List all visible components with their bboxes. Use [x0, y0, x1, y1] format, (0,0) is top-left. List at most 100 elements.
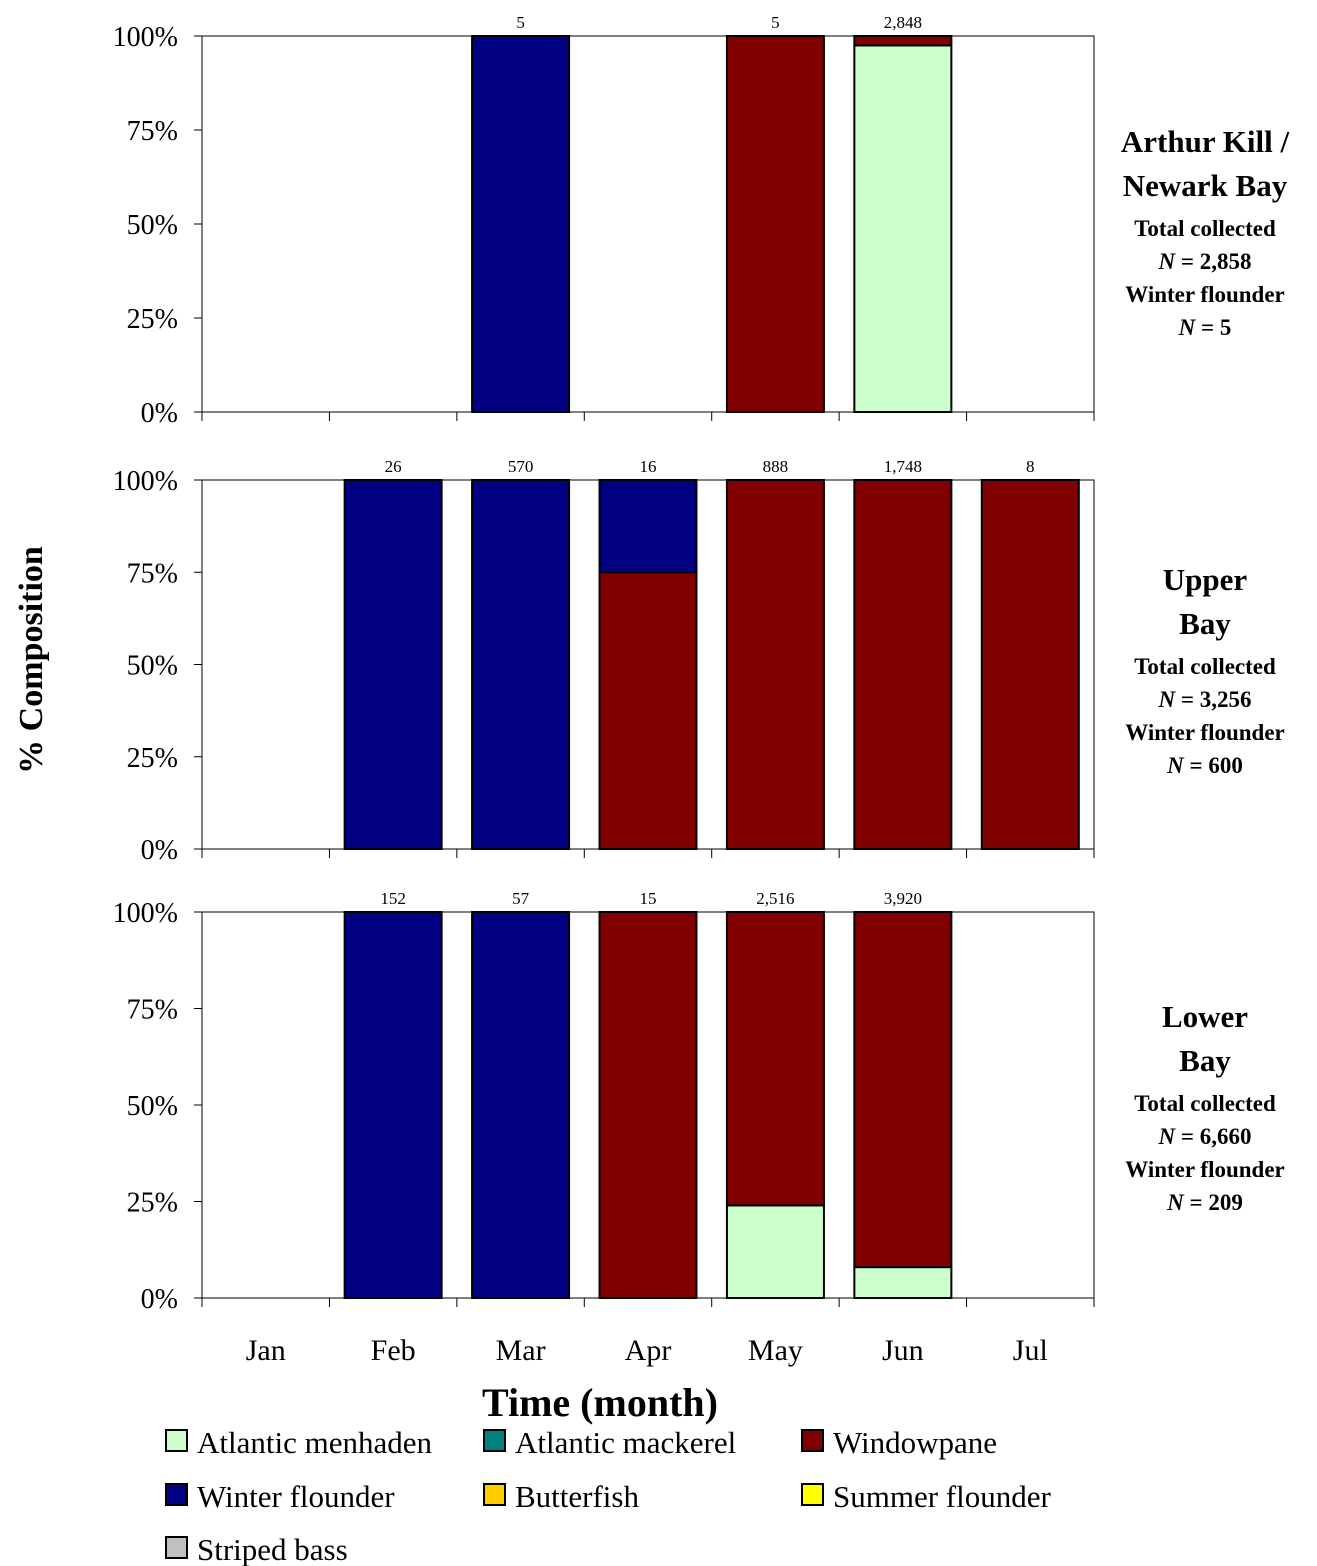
x-axis-title: Time (month) [482, 1380, 718, 1425]
legend-label: Striped bass [197, 1532, 348, 1566]
legend-swatch [483, 1429, 506, 1452]
legend-item: Atlantic menhaden [165, 1425, 432, 1460]
bar-segment [725, 911, 825, 1207]
total-collected-label: Total collected [1134, 1091, 1276, 1116]
legend-label: Butterfish [515, 1479, 639, 1514]
region-title-line: Newark Bay [1123, 168, 1288, 203]
bar-count-label: 2,848 [884, 13, 922, 32]
bar-count-label: 8 [1026, 457, 1035, 476]
legend-swatch [165, 1483, 188, 1506]
winter-flounder-label: Winter flounder [1125, 1157, 1285, 1182]
y-tick-label: 25% [127, 1188, 178, 1219]
y-tick-label: 25% [127, 743, 178, 774]
total-collected-label: Total collected [1134, 216, 1276, 241]
legend-label: Atlantic menhaden [197, 1425, 432, 1460]
bar-count-label: 152 [380, 889, 406, 908]
bar-segment [471, 911, 571, 1299]
legend-item: Winter flounder [165, 1479, 395, 1514]
legend-swatch [801, 1429, 824, 1452]
y-axis-title: % Composition [13, 546, 50, 774]
winter-flounder-n: N = 5 [1178, 315, 1232, 340]
bar-segment [853, 44, 953, 414]
legend-label: Summer flounder [833, 1479, 1051, 1514]
bar-count-label: 3,920 [884, 889, 922, 908]
bar-segment [725, 35, 825, 413]
y-tick-label: 0% [141, 1284, 178, 1315]
legend-swatch [801, 1483, 824, 1506]
bar-segment [343, 911, 443, 1299]
bar-segment [853, 1266, 953, 1299]
region-title-line: Upper [1163, 562, 1248, 597]
total-n: N = 3,256 [1158, 687, 1252, 712]
bar-count-label: 2,516 [756, 889, 794, 908]
legend-label: Winter flounder [197, 1479, 395, 1514]
bar-segment [471, 479, 571, 850]
bar-segment [598, 911, 698, 1299]
bar-segment [853, 35, 953, 47]
legend-swatch [165, 1536, 188, 1559]
y-tick-label: 75% [127, 558, 178, 589]
bar-segment [598, 479, 698, 574]
legend-swatch [483, 1483, 506, 1506]
bar-segment [598, 571, 698, 850]
bar-count-label: 16 [640, 457, 657, 476]
y-tick-label: 50% [127, 210, 178, 241]
x-tick-label: Jul [1013, 1334, 1048, 1367]
panel-3: 0% 25% 50% 75% 100% 152 57 15 2,516 3,920 Lower Bay… [113, 889, 1285, 1315]
x-tick-label: Mar [496, 1334, 546, 1367]
region-title-line: Arthur Kill / [1121, 124, 1290, 159]
y-tick-label: 50% [127, 1091, 178, 1122]
legend-item: Windowpane [801, 1425, 997, 1460]
bar-segment [471, 35, 571, 413]
y-tick-label: 25% [127, 304, 178, 335]
legend-item: Butterfish [483, 1479, 639, 1514]
bar-segment [725, 1204, 825, 1299]
bar-segment [853, 911, 953, 1269]
y-tick-label: 100% [113, 22, 178, 53]
winter-flounder-label: Winter flounder [1125, 282, 1285, 307]
region-title-line: Lower [1162, 999, 1248, 1034]
panel-2: 0% 25% 50% 75% 100% 26 570 16 888 1,748 8 Upper Bay T… [113, 457, 1285, 866]
bar-count-label: 1,748 [884, 457, 922, 476]
bar-segment [343, 479, 443, 850]
legend-label: Windowpane [833, 1425, 997, 1460]
total-n: N = 6,660 [1158, 1124, 1252, 1149]
y-tick-label: 0% [141, 398, 178, 429]
winter-flounder-label: Winter flounder [1125, 720, 1285, 745]
region-title-line: Bay [1179, 1043, 1231, 1078]
y-tick-label: 75% [127, 995, 178, 1026]
total-n: N = 2,858 [1158, 249, 1252, 274]
bar-segment [725, 479, 825, 850]
y-tick-label: 75% [127, 116, 178, 147]
bar-segment [853, 479, 953, 850]
winter-flounder-n: N = 600 [1166, 753, 1243, 778]
y-tick-label: 100% [113, 466, 178, 497]
total-collected-label: Total collected [1134, 654, 1276, 679]
bar-count-label: 57 [512, 889, 530, 908]
y-tick-label: 0% [141, 835, 178, 866]
legend-item: Atlantic mackerel [483, 1425, 736, 1460]
bar-count-label: 26 [385, 457, 402, 476]
legend-swatch [165, 1429, 188, 1452]
legend-item: Summer flounder [801, 1479, 1051, 1514]
legend-label: Atlantic mackerel [515, 1425, 736, 1460]
winter-flounder-n: N = 209 [1166, 1190, 1243, 1215]
panel-1: 0% 25% 50% 75% 100% 5 5 2,848 Arthur Kill / Newar… [113, 13, 1290, 429]
y-tick-label: 50% [127, 651, 178, 682]
bar-segment [980, 479, 1080, 850]
bar-count-label: 5 [516, 13, 525, 32]
x-tick-label: Jun [882, 1334, 924, 1367]
region-title-line: Bay [1179, 606, 1231, 641]
plot-area [201, 35, 1095, 413]
bar-count-label: 888 [763, 457, 789, 476]
bar-count-label: 570 [508, 457, 534, 476]
bar-count-label: 5 [771, 13, 780, 32]
x-tick-label: May [748, 1334, 803, 1367]
y-tick-label: 100% [113, 898, 178, 929]
bar-count-label: 15 [640, 889, 657, 908]
x-tick-label: Jan [246, 1334, 286, 1367]
legend-item: Striped bass [165, 1532, 348, 1566]
x-tick-label: Apr [625, 1334, 672, 1367]
x-tick-label: Feb [371, 1334, 416, 1367]
